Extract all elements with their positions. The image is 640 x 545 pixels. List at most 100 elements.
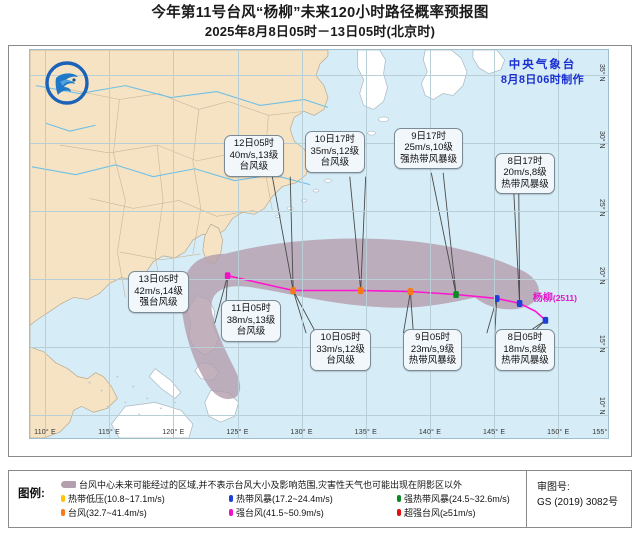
lat-tick-15N: 15° N (598, 335, 605, 353)
lon-tick-110E: 110° E (34, 429, 56, 436)
gridline-lon (173, 50, 175, 438)
legend-item-tropical-depression: 热带低压(10.8~17.1m/s) (61, 492, 229, 505)
callout-grade: 强热带风暴级 (400, 153, 458, 165)
legend-left-section: 图例: 台风中心未来可能经过的区域,并不表示台风大小及影响范围,灾害性天气也可能… (9, 471, 527, 527)
callout-12日05时[interactable]: 12日05时 40m/s,13级 台风级 (223, 135, 285, 177)
landmass-palawan (148, 368, 182, 399)
gridline-lon (45, 50, 47, 438)
landmass-japan-kyushu (420, 50, 468, 100)
lon-tick-115E: 115° E (98, 429, 121, 436)
legend-item-label: 超强台风(≥51m/s) (404, 508, 476, 518)
lon-tick-145E: 145° E (482, 429, 506, 436)
track-point-10 (407, 288, 414, 296)
callout-grade: 台风级 (320, 157, 350, 169)
track-points (224, 272, 549, 324)
callout-11日05时[interactable]: 11日05时 38m/s,13级 台风级 (220, 300, 282, 342)
agency-block: 中央气象台 8月8日06时制作 (501, 58, 584, 88)
callout-9日17时[interactable]: 9日17时 25m/s,10级 强热带风暴级 (394, 127, 464, 170)
callout-time: 12日05时 (233, 138, 274, 150)
lon-tick-140E: 140° E (418, 429, 442, 436)
callout-time: 13日05时 (138, 274, 179, 286)
callout-grade: 热带风暴级 (408, 355, 457, 367)
track-point-09b (453, 291, 459, 299)
callout-wind: 42m/s,14级 (134, 285, 183, 297)
title-subtitle-text: 2025年8月8日05时－13日05时(北京时) (204, 24, 436, 39)
callout-8日17时[interactable]: 8日17时 20m/s,8级 热带风暴级 (495, 152, 555, 195)
gridline-lon (301, 50, 303, 438)
legend-dot-icon (229, 495, 233, 502)
gridline-lat (30, 414, 608, 416)
lat-tick-10N: 10° N (598, 397, 605, 415)
base-map-svg (30, 50, 608, 438)
callout-wind: 18m/s,8级 (503, 343, 547, 355)
legend-dot-icon (229, 509, 233, 516)
callout-time: 8日17时 (507, 155, 543, 167)
legend-item-label: 强台风(41.5~50.9m/s) (236, 508, 324, 518)
callout-time: 8日05时 (507, 332, 543, 344)
approval-number: GS (2019) 3082号 (537, 497, 619, 508)
lon-tick-120E: 120° E (162, 429, 185, 436)
gridline-lon (494, 50, 496, 438)
legend-row: 台风(32.7~41.4m/s) 强台风(41.5~50.9m/s) 超强台风(… (61, 506, 519, 519)
lon-tick-155E: 155° E (592, 429, 608, 436)
approval-label: 审图号: (537, 482, 570, 493)
gridline-lon (109, 50, 111, 438)
cma-logo-icon (45, 61, 89, 105)
gridline-lon (558, 50, 560, 438)
callout-8日05时[interactable]: 8日05时 18m/s,8级 热带风暴级 (495, 329, 555, 371)
callout-wind: 20m/s,8级 (503, 167, 547, 179)
legend-dot-icon (61, 495, 65, 502)
legend-item-super-typhoon: 超强台风(≥51m/s) (397, 506, 475, 519)
agency-name: 中央气象台 (508, 59, 577, 71)
typhoon-name-label: 杨柳(2511) (533, 289, 577, 304)
callout-time: 10日17时 (314, 134, 355, 146)
legend-item-tropical-storm: 热带风暴(17.2~24.4m/s) (229, 492, 397, 505)
track-point-12 (290, 287, 296, 295)
track-point-13 (224, 272, 231, 280)
lon-tick-130E: 130° E (290, 429, 313, 436)
callout-grade: 台风级 (326, 355, 355, 367)
legend-item-label: 强热带风暴(24.5~32.6m/s) (404, 494, 510, 504)
track-point-08a (542, 316, 549, 324)
callout-grade: 强台风级 (139, 297, 178, 309)
cone-swatch-icon (61, 481, 76, 489)
legend-item-typhoon: 台风(32.7~41.4m/s) (61, 506, 229, 519)
gridline-lat (30, 278, 608, 280)
lat-tick-25N: 25° N (598, 199, 605, 217)
legend-item-severe-typhoon: 强台风(41.5~50.9m/s) (229, 506, 397, 519)
gridline-lat (30, 75, 608, 77)
callout-10日17时[interactable]: 10日17时 35m/s,12级 台风级 (304, 131, 366, 173)
callout-wind: 35m/s,12级 (310, 145, 360, 157)
track-point-08b (516, 300, 523, 307)
typhoon-code-text: (2511) (552, 292, 577, 303)
callout-9日05时[interactable]: 9日05时 23m/s,9级 热带风暴级 (402, 329, 463, 371)
probability-cone (181, 238, 539, 400)
lon-tick-135E: 135° E (354, 429, 377, 436)
gridline-lon (237, 50, 239, 438)
south-sea-islets (88, 375, 176, 416)
legend-item-label: 热带低压(10.8~17.1m/s) (68, 494, 165, 504)
legend-dot-icon (397, 495, 401, 502)
callout-10日05时[interactable]: 10日05时 33m/s,12级 台风级 (310, 329, 371, 371)
lon-tick-125E: 125° E (226, 429, 249, 436)
legend-items-grid: 热带低压(10.8~17.1m/s) 热带风暴(17.2~24.4m/s) 强热… (61, 492, 519, 520)
agency-issued-time: 8月8日06时制作 (500, 74, 584, 86)
landmass-korea (357, 50, 388, 110)
map-approval-section: 审图号: GS (2019) 3082号 (527, 471, 631, 527)
callout-wind: 25m/s,10级 (404, 142, 453, 154)
legend-dot-icon (61, 509, 65, 516)
legend-panel: 图例: 台风中心未来可能经过的区域,并不表示台风大小及影响范围,灾害性天气也可能… (8, 470, 632, 528)
callout-wind: 33m/s,12级 (316, 343, 365, 355)
callout-grade: 热带风暴级 (501, 178, 549, 190)
track-point-11 (357, 287, 364, 295)
map-canvas[interactable]: 中央气象台 8月8日06时制作 杨柳(2511) 12日05时 40m/s,13… (29, 49, 609, 439)
page-title: 今年第11号台风“杨柳”未来120小时路径概率预报图 2025年8月8日05时－… (0, 4, 640, 41)
callout-13日05时[interactable]: 13日05时 42m/s,14级 强台风级 (128, 271, 189, 313)
legend-title: 图例: (18, 488, 45, 500)
legend-cone-note-text: 台风中心未来可能经过的区域,并不表示台风大小及影响范围,灾害性天气也可能出现在阴… (79, 480, 463, 490)
callout-time: 10日05时 (320, 332, 361, 344)
legend-item-label: 热带风暴(17.2~24.4m/s) (236, 494, 333, 504)
lat-tick-30N: 30° N (598, 131, 605, 150)
gridline-lon (429, 50, 431, 438)
